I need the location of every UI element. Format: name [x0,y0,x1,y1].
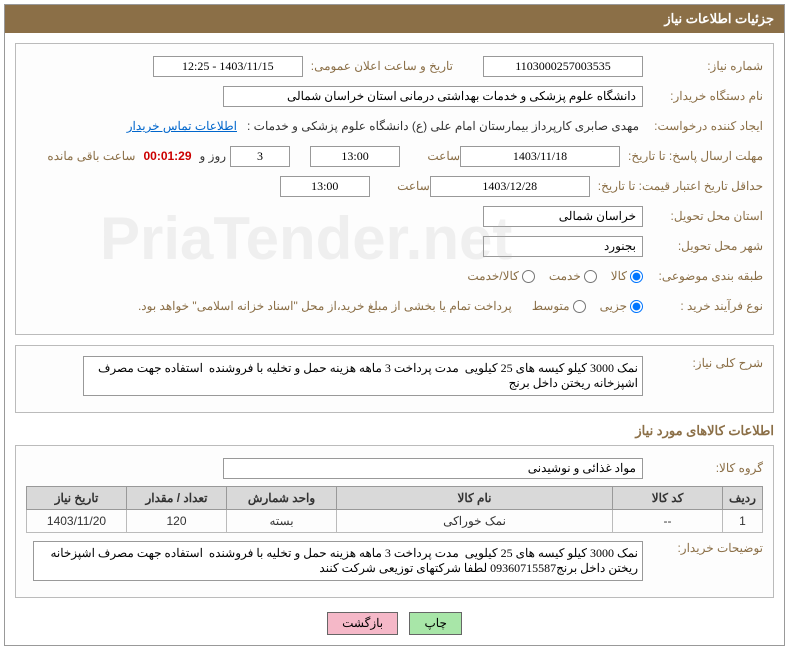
price-valid-label: حداقل تاریخ اعتبار قیمت: تا تاریخ: [590,179,763,193]
time-label-2: ساعت [370,179,430,193]
buy-partial-option[interactable]: جزیی [600,299,643,313]
cell-code: -- [613,510,723,533]
button-row: چاپ بازگشت [15,612,774,635]
price-valid-date-input[interactable] [430,176,590,197]
ann-datetime-input[interactable] [153,56,303,77]
goods-box: گروه کالا: ردیف کد کالا نام کالا واحد شم… [15,445,774,598]
need-no-label: شماره نیاز: [643,59,763,73]
cell-unit: بسته [227,510,337,533]
ann-datetime-label: تاریخ و ساعت اعلان عمومی: [303,59,453,73]
category-radio-group: کالا خدمت کالا/خدمت [467,269,643,283]
delivery-prov-label: استان محل تحویل: [643,209,763,223]
buy-partial-radio[interactable] [630,300,643,313]
delivery-prov-input[interactable] [483,206,643,227]
cat-service-option[interactable]: خدمت [549,269,597,283]
days-word: روز و [196,149,231,163]
days-left-input [230,146,290,167]
resp-date-input[interactable] [460,146,620,167]
resp-time-input[interactable] [310,146,400,167]
desc-textarea[interactable] [83,356,643,396]
goods-group-input[interactable] [223,458,643,479]
th-date: تاریخ نیاز [27,487,127,510]
main-info-box: شماره نیاز: تاریخ و ساعت اعلان عمومی: نا… [15,43,774,335]
price-valid-time-input[interactable] [280,176,370,197]
buyer-notes-label: توضیحات خریدار: [643,541,763,555]
description-box: شرح کلی نیاز: [15,345,774,413]
panel-title: جزئیات اطلاعات نیاز [5,5,784,33]
th-code: کد کالا [613,487,723,510]
contact-link[interactable]: اطلاعات تماس خریدار [127,119,237,133]
buyer-org-label: نام دستگاه خریدار: [643,89,763,103]
desc-label: شرح کلی نیاز: [643,356,763,370]
requester-label: ایجاد کننده درخواست: [643,119,763,133]
need-no-input[interactable] [483,56,643,77]
goods-group-label: گروه کالا: [643,461,763,475]
cat-goods-service-radio[interactable] [522,270,535,283]
buyer-org-input[interactable] [223,86,643,107]
table-row[interactable]: 1 -- نمک خوراکی بسته 120 1403/11/20 [27,510,763,533]
print-button[interactable]: چاپ [409,612,461,635]
delivery-city-input[interactable] [483,236,643,257]
category-label: طبقه بندی موضوعی: [643,269,763,283]
delivery-city-label: شهر محل تحویل: [643,239,763,253]
cell-idx: 1 [723,510,763,533]
cell-date: 1403/11/20 [27,510,127,533]
buy-note: پرداخت تمام یا بخشی از مبلغ خرید،از محل … [138,299,512,313]
goods-table: ردیف کد کالا نام کالا واحد شمارش تعداد /… [26,486,763,533]
resp-deadline-label: مهلت ارسال پاسخ: تا تاریخ: [620,149,763,163]
remain-label: ساعت باقی مانده [43,149,139,163]
time-label-1: ساعت [400,149,460,163]
goods-section-title: اطلاعات کالاهای مورد نیاز [15,423,774,439]
cell-name: نمک خوراکی [337,510,613,533]
cat-goods-service-option[interactable]: کالا/خدمت [467,269,534,283]
countdown: 00:01:29 [139,149,195,163]
details-panel: جزئیات اطلاعات نیاز شماره نیاز: تاریخ و … [4,4,785,646]
buy-type-label: نوع فرآیند خرید : [643,299,763,313]
cat-goods-option[interactable]: کالا [611,269,643,283]
cell-qty: 120 [127,510,227,533]
buy-medium-option[interactable]: متوسط [532,299,586,313]
requester-text: مهدی صابری کارپرداز بیمارستان امام علی (… [243,119,643,133]
back-button[interactable]: بازگشت [327,612,398,635]
th-unit: واحد شمارش [227,487,337,510]
cat-goods-radio[interactable] [630,270,643,283]
th-row: ردیف [723,487,763,510]
th-name: نام کالا [337,487,613,510]
buy-medium-radio[interactable] [573,300,586,313]
th-qty: تعداد / مقدار [127,487,227,510]
table-header-row: ردیف کد کالا نام کالا واحد شمارش تعداد /… [27,487,763,510]
buy-type-radio-group: جزیی متوسط [532,299,643,313]
cat-service-radio[interactable] [584,270,597,283]
buyer-notes-textarea[interactable] [33,541,643,581]
